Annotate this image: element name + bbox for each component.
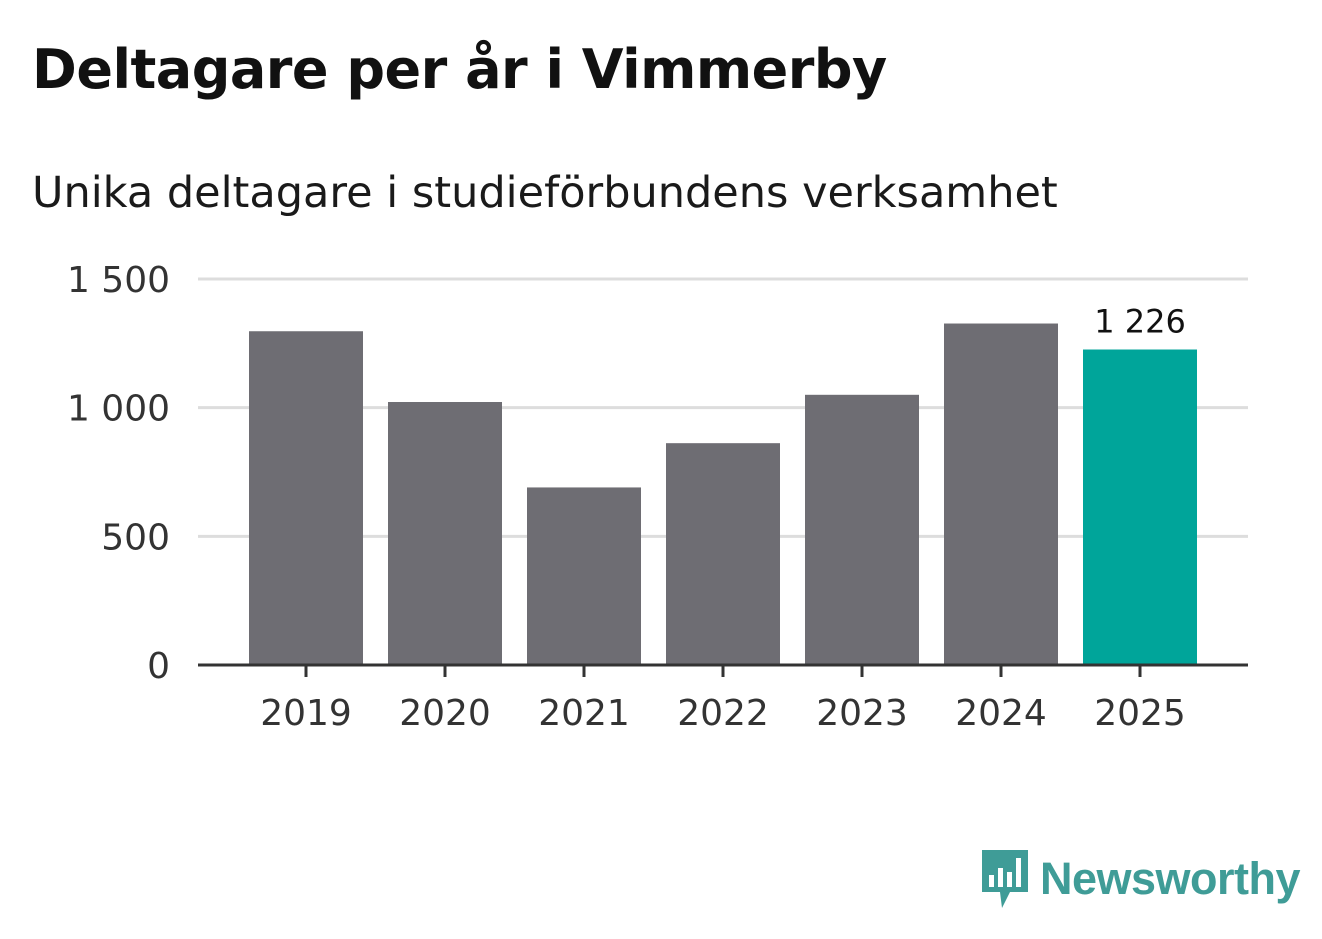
bar-2023: [805, 394, 919, 665]
x-tick-label: 2021: [538, 693, 630, 734]
x-tick-label: 2022: [677, 693, 769, 734]
brand-logo: Newsworthy: [980, 848, 1301, 910]
y-tick-label: 500: [101, 517, 170, 558]
bar-2022: [666, 443, 780, 665]
chart-title: Deltagare per år i Vimmerby: [32, 38, 887, 101]
chart-subtitle: Unika deltagare i studieförbundens verks…: [32, 168, 1058, 218]
y-tick-label: 1 000: [67, 389, 170, 430]
newsworthy-logo-icon: [982, 850, 1028, 908]
bar-2024: [944, 323, 1058, 665]
bar-2020: [388, 402, 502, 665]
x-tick-label: 2019: [260, 693, 352, 734]
y-tick-label: 0: [147, 646, 170, 687]
data-label: 1 226: [1094, 303, 1186, 341]
bar-2025: [1083, 349, 1197, 665]
x-tick-label: 2020: [399, 693, 491, 734]
bar-2021: [527, 487, 641, 665]
y-tick-label: 1 500: [67, 260, 170, 301]
bar-2019: [249, 331, 363, 665]
x-tick-label: 2023: [816, 693, 908, 734]
x-tick-label: 2024: [955, 693, 1047, 734]
brand-name: Newsworthy: [1040, 853, 1301, 904]
x-tick-label: 2025: [1094, 693, 1186, 734]
